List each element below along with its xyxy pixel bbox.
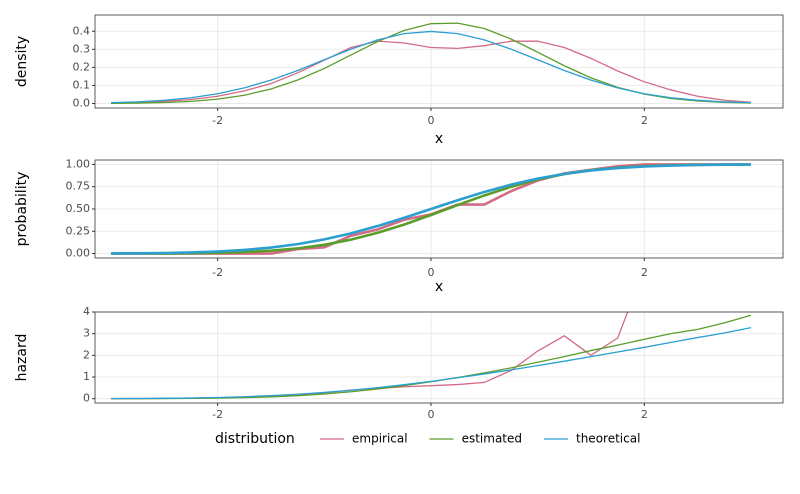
x-axis-label: x: [435, 131, 443, 147]
panel-border: [94, 311, 784, 404]
x-tick-label: 0: [428, 266, 435, 279]
x-tick-label: 2: [641, 408, 648, 421]
legend-label: theoretical: [576, 432, 640, 446]
y-tick-label: 1: [83, 370, 90, 383]
panel-border: [94, 14, 784, 109]
legend-label: empirical: [352, 432, 408, 446]
y-tick-label: 0: [83, 392, 90, 405]
x-tick-label: -2: [212, 266, 223, 279]
y-tick-label: 4: [83, 305, 90, 318]
y-tick-label: 0.25: [66, 224, 91, 237]
y-axis-label: probability: [14, 172, 30, 247]
legend-title: distribution: [215, 431, 295, 447]
y-tick-label: 0.0: [73, 96, 91, 109]
line: [110, 163, 752, 255]
y-axis-label: hazard: [14, 334, 30, 382]
legend-label: estimated: [462, 432, 522, 446]
panel-border: [94, 159, 784, 259]
x-tick-label: 0: [428, 408, 435, 421]
x-tick-label: -2: [212, 408, 223, 421]
y-tick-label: 2: [83, 348, 90, 361]
line: [110, 30, 752, 104]
y-axis-label: density: [14, 36, 30, 87]
y-tick-label: 0.1: [73, 78, 91, 91]
y-tick-label: 0.2: [73, 60, 91, 73]
x-tick-label: 2: [641, 266, 648, 279]
y-tick-label: 0.75: [66, 180, 91, 193]
y-tick-label: 3: [83, 327, 90, 340]
x-tick-label: 0: [428, 114, 435, 127]
x-axis-label: x: [435, 279, 443, 295]
panel-background: [95, 312, 783, 403]
y-tick-label: 0.00: [66, 247, 91, 260]
y-tick-label: 0.3: [73, 42, 91, 55]
x-tick-label: -2: [212, 114, 223, 127]
x-tick-label: 2: [641, 114, 648, 127]
y-tick-label: 0.4: [73, 24, 91, 37]
line: [110, 326, 752, 400]
y-tick-label: 0.50: [66, 202, 91, 215]
y-tick-label: 1.00: [66, 157, 91, 170]
line: [110, 40, 752, 104]
panel-background: [95, 15, 783, 108]
